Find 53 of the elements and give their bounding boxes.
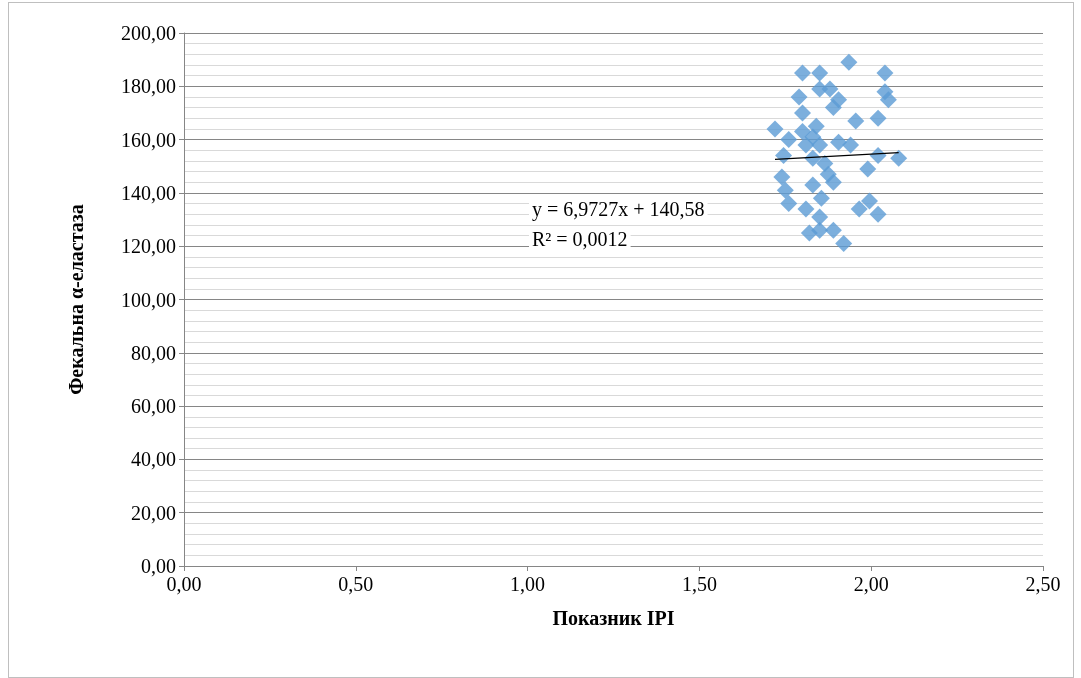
point bbox=[793, 64, 811, 82]
point bbox=[804, 176, 822, 194]
point bbox=[840, 53, 858, 71]
point bbox=[793, 123, 811, 141]
x-tick-label: 0,50 bbox=[338, 573, 374, 595]
point bbox=[811, 208, 829, 226]
point bbox=[793, 104, 811, 122]
point bbox=[879, 91, 897, 109]
y-axis-title: Фекальна α-еластаза bbox=[65, 204, 87, 395]
point bbox=[850, 200, 868, 218]
point bbox=[847, 112, 865, 130]
y-tick-label: 120,00 bbox=[121, 235, 176, 258]
y-tick-label: 80,00 bbox=[131, 341, 176, 364]
point bbox=[876, 64, 894, 82]
y-tick-label: 200,00 bbox=[121, 22, 176, 44]
point bbox=[811, 221, 829, 239]
point bbox=[821, 80, 839, 98]
point bbox=[811, 64, 829, 82]
point bbox=[812, 189, 830, 207]
point bbox=[860, 192, 878, 210]
x-tick-label: 1,00 bbox=[510, 573, 546, 595]
point bbox=[869, 109, 887, 127]
point bbox=[830, 133, 848, 151]
y-tick-label: 160,00 bbox=[121, 128, 176, 151]
x-tick-label: 2,50 bbox=[1025, 573, 1061, 595]
point bbox=[824, 221, 842, 239]
y-tick-label: 40,00 bbox=[131, 448, 176, 471]
point bbox=[890, 149, 908, 167]
annotation: R² = 0,0012 bbox=[532, 228, 628, 250]
point bbox=[797, 200, 815, 218]
point bbox=[797, 136, 815, 154]
point bbox=[773, 168, 791, 186]
point bbox=[835, 235, 853, 253]
point bbox=[869, 205, 887, 223]
point bbox=[776, 181, 794, 199]
point bbox=[780, 195, 798, 213]
x-axis-title: Показник IPI bbox=[552, 607, 675, 629]
point bbox=[811, 136, 829, 154]
point bbox=[790, 88, 808, 106]
point bbox=[780, 131, 798, 149]
y-tick-label: 60,00 bbox=[131, 395, 176, 418]
annotation: y = 6,9727x + 140,58 bbox=[532, 198, 705, 221]
y-tick-label: 100,00 bbox=[121, 288, 176, 311]
x-tick-label: 2,00 bbox=[853, 573, 889, 595]
y-tick-label: 180,00 bbox=[121, 75, 176, 98]
point bbox=[824, 173, 842, 191]
point bbox=[842, 136, 860, 154]
point bbox=[859, 160, 877, 178]
point bbox=[766, 120, 784, 138]
y-tick-label: 20,00 bbox=[131, 501, 176, 524]
y-tick-label: 140,00 bbox=[121, 181, 176, 204]
x-tick-label: 1,50 bbox=[681, 573, 717, 595]
point bbox=[824, 99, 842, 117]
